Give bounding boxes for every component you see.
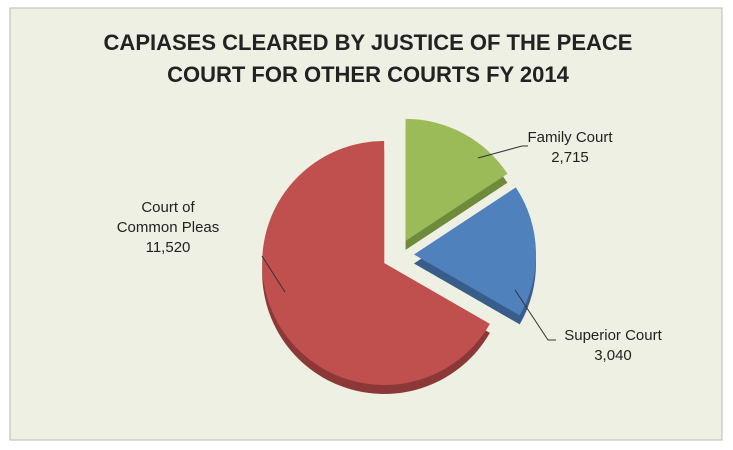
slice-label: Family Court <box>527 129 613 146</box>
value-label: 11,520 <box>145 239 191 256</box>
pie-slice <box>262 141 490 386</box>
chart-title: CAPIASES CLEARED BY JUSTICE OF THE PEACE <box>104 30 633 55</box>
chart-title: COURT FOR OTHER COURTS FY 2014 <box>167 62 570 87</box>
leader-line <box>477 145 528 159</box>
pie-slice <box>405 118 508 241</box>
leader-line <box>261 255 286 293</box>
slice-label: Court of Common Pleas <box>116 199 220 236</box>
value-label: 3,040 <box>594 347 632 364</box>
leader-line <box>514 289 556 341</box>
slice-label: Superior Court <box>564 327 662 344</box>
pie-slice <box>413 187 536 316</box>
value-label: 2,715 <box>551 149 589 166</box>
